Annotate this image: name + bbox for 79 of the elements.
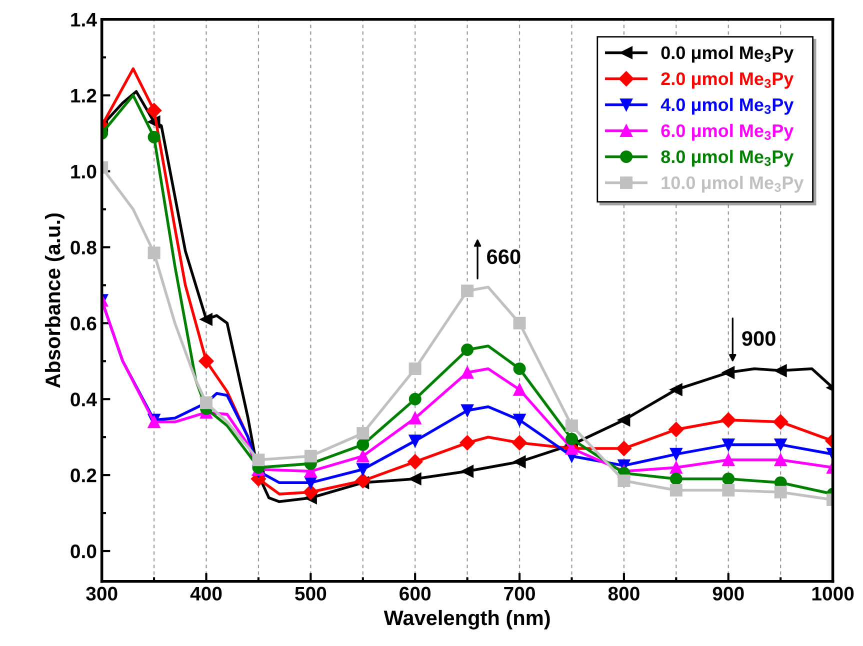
legend-label: 0.0 μmol Me$_{3}$Py xyxy=(661,46,794,63)
point xyxy=(618,414,630,426)
point xyxy=(303,484,318,500)
point xyxy=(356,427,370,440)
point xyxy=(461,366,474,379)
point xyxy=(356,438,370,451)
point xyxy=(565,419,578,432)
point xyxy=(408,434,422,448)
point xyxy=(198,354,214,369)
point xyxy=(722,484,735,497)
y-tick-label: 0.8 xyxy=(70,240,96,254)
point xyxy=(722,438,735,451)
x-tick-label: 600 xyxy=(400,586,431,601)
point xyxy=(252,454,265,466)
point xyxy=(408,472,422,486)
point xyxy=(773,414,788,430)
y-tick-label: 0.6 xyxy=(70,316,96,330)
point xyxy=(461,404,474,417)
x-tick-label: 500 xyxy=(295,586,326,601)
x-tick-label: 700 xyxy=(504,586,535,601)
point xyxy=(408,412,422,424)
x-tick-label: 800 xyxy=(608,586,640,601)
legend-label: 4.0 μmol Me$_{3}$Py xyxy=(660,98,794,115)
point xyxy=(774,364,787,377)
point xyxy=(670,383,682,396)
point xyxy=(304,450,317,462)
point xyxy=(722,454,735,466)
point xyxy=(618,474,630,488)
y-tick-label: 1.0 xyxy=(71,164,96,179)
point xyxy=(722,472,735,486)
point xyxy=(513,316,526,330)
point xyxy=(670,484,682,497)
point xyxy=(200,313,213,326)
point xyxy=(356,450,370,462)
point xyxy=(356,463,370,476)
y-axis-title: Absorbance (a.u.) xyxy=(44,213,64,388)
x-tick-label: 300 xyxy=(86,586,118,601)
point xyxy=(408,362,422,375)
point xyxy=(461,344,474,356)
point xyxy=(148,246,160,260)
point xyxy=(512,435,528,450)
point xyxy=(565,432,578,446)
point xyxy=(616,440,632,456)
point xyxy=(355,473,370,488)
point xyxy=(670,472,682,486)
point xyxy=(668,422,684,438)
legend-label: 2.0 μmol Me$_{3}$Py xyxy=(661,72,794,89)
point xyxy=(460,435,475,450)
legend-label: 8.0 μmol Me$_{3}$Py xyxy=(661,150,794,167)
y-tick-label: 1.2 xyxy=(71,88,96,102)
y-tick-label: 0.2 xyxy=(70,468,96,482)
point xyxy=(513,383,526,396)
point xyxy=(513,362,526,375)
point xyxy=(774,438,787,451)
point xyxy=(722,366,735,379)
y-tick-label: 0.4 xyxy=(70,392,97,406)
point xyxy=(513,456,526,468)
x-axis-title: Wavelength (nm) xyxy=(384,610,550,630)
x-tick-label: 900 xyxy=(712,586,744,601)
x-tick-label: 1000 xyxy=(812,586,854,601)
legend-label: 6.0 μmol Me$_{3}$Py xyxy=(661,124,794,141)
point xyxy=(670,448,682,460)
y-tick-label: 0.0 xyxy=(70,544,96,558)
point xyxy=(148,130,160,144)
point xyxy=(461,465,474,478)
annotation: 900 xyxy=(742,331,776,346)
point xyxy=(720,412,736,428)
point xyxy=(670,461,682,474)
point xyxy=(513,414,526,426)
legend-label: 10.0 μmol Me$_{3}$Py xyxy=(662,176,804,193)
point xyxy=(774,486,787,498)
point xyxy=(408,392,422,406)
point xyxy=(774,454,787,466)
point xyxy=(408,454,423,470)
point xyxy=(146,102,162,118)
y-tick-label: 1.4 xyxy=(71,13,97,26)
x-tick-label: 400 xyxy=(190,586,222,601)
annotation: 660 xyxy=(487,249,520,264)
point xyxy=(461,284,474,298)
